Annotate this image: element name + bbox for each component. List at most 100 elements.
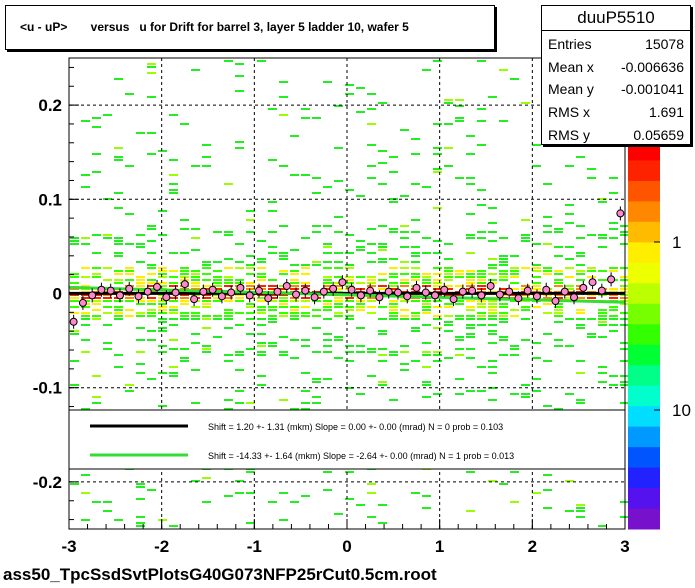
heat-cell: [521, 294, 530, 296]
heat-cell: [576, 516, 585, 518]
heat-cell: [147, 303, 156, 305]
heat-cell: [125, 297, 134, 299]
heat-cell: [169, 375, 178, 377]
heat-cell: [136, 351, 145, 353]
heat-cell: [466, 318, 475, 320]
profile-point: [282, 281, 291, 290]
heat-cell: [202, 261, 211, 263]
heat-cell: [169, 183, 178, 185]
heat-cell: [114, 519, 123, 521]
fit-line-green: [68, 285, 626, 304]
heat-cell: [180, 219, 189, 221]
heat-cell: [136, 327, 145, 329]
heat-cell: [587, 270, 596, 272]
heat-cell: [400, 129, 409, 131]
heat-cell: [235, 492, 244, 494]
heat-cell: [521, 318, 530, 320]
heat-cell: [378, 318, 387, 320]
heat-cell: [301, 306, 310, 308]
heat-cell: [389, 318, 398, 320]
heat-cell: [136, 525, 145, 527]
heat-cell: [81, 306, 90, 308]
heat-cell: [180, 348, 189, 350]
heat-cell: [202, 156, 211, 158]
heat-cell: [114, 147, 123, 149]
heat-cell: [81, 324, 90, 326]
heat-cell: [301, 237, 310, 239]
heat-cell: [521, 384, 530, 386]
heat-cell: [521, 219, 530, 221]
profile-point: [347, 285, 356, 294]
heat-cell: [532, 276, 541, 278]
heat-cell: [279, 492, 288, 494]
heat-cell: [114, 270, 123, 272]
heat-cell: [136, 234, 145, 236]
profile-point: [227, 288, 236, 297]
heat-cell: [279, 351, 288, 353]
heat-cell: [378, 333, 387, 335]
profile-point: [356, 291, 365, 300]
profile-point: [97, 285, 106, 294]
heat-cell: [136, 522, 145, 524]
heat-cell: [279, 270, 288, 272]
profile-point: [190, 295, 199, 304]
heat-cell: [114, 252, 123, 254]
heat-cell: [444, 285, 453, 287]
heat-cell: [400, 345, 409, 347]
heat-cell: [202, 300, 211, 302]
heat-cell: [191, 315, 200, 317]
heat-cell: [598, 312, 607, 314]
heat-cell: [477, 237, 486, 239]
stats-row-entries: Entries 15078: [548, 33, 684, 55]
heat-cell: [576, 156, 585, 158]
heat-cell: [521, 237, 530, 239]
heat-cell: [114, 207, 123, 209]
heat-cell: [521, 339, 530, 341]
heat-cell: [235, 279, 244, 281]
profile-point: [542, 285, 551, 294]
heat-cell: [598, 279, 607, 281]
heat-cell: [158, 345, 167, 347]
heat-cell: [466, 273, 475, 275]
heat-cell: [455, 285, 464, 287]
heat-cell: [114, 354, 123, 356]
stats-label: Mean x: [548, 59, 594, 75]
heat-cell: [213, 300, 222, 302]
heat-cell: [323, 378, 332, 380]
heat-cell: [103, 510, 112, 512]
heat-cell: [191, 282, 200, 284]
profile-point: [273, 287, 282, 296]
heat-cell: [180, 294, 189, 296]
heat-cell: [246, 288, 255, 290]
heat-cell: [532, 270, 541, 272]
profile-point: [292, 290, 301, 299]
heat-cell: [70, 360, 79, 362]
heat-cell: [70, 483, 79, 485]
heat-cell: [180, 123, 189, 125]
heat-cell: [290, 309, 299, 311]
heat-cell: [378, 102, 387, 104]
heat-cell: [114, 159, 123, 161]
heat-cell: [367, 285, 376, 287]
heat-cell: [411, 261, 420, 263]
heat-cell: [191, 288, 200, 290]
heat-cell: [114, 156, 123, 158]
heat-cell: [477, 189, 486, 191]
heat-cell: [323, 81, 332, 83]
heat-cell: [323, 309, 332, 311]
heat-cell: [422, 69, 431, 71]
heat-cell: [543, 273, 552, 275]
heat-cell: [334, 306, 343, 308]
heat-cell: [191, 318, 200, 320]
heat-cell: [224, 399, 233, 401]
profile-point: [217, 292, 226, 301]
heat-cell: [367, 312, 376, 314]
heat-cell: [356, 345, 365, 347]
heat-cell: [301, 372, 310, 374]
heat-cell: [202, 165, 211, 167]
heat-cell: [257, 354, 266, 356]
heat-cell: [543, 303, 552, 305]
heat-cell: [576, 297, 585, 299]
heat-cell: [554, 246, 563, 248]
